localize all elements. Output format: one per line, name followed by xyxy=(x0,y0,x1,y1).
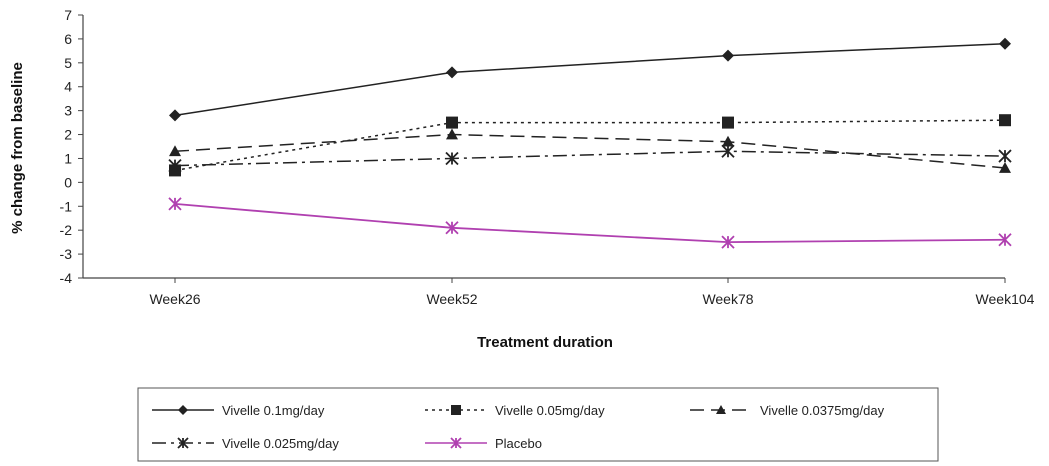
data-point xyxy=(445,151,459,166)
legend-item: Placebo xyxy=(425,436,542,451)
data-point xyxy=(446,116,458,129)
data-point xyxy=(169,145,181,157)
series-0 xyxy=(169,37,1011,122)
legend: Vivelle 0.1mg/day Vivelle 0.05mg/day Vivel… xyxy=(137,387,939,462)
x-tick-label: Week78 xyxy=(702,291,753,307)
legend-box xyxy=(137,387,939,462)
data-point xyxy=(178,405,188,415)
y-tick-label: -1 xyxy=(60,198,73,214)
series-layer xyxy=(168,37,1012,249)
x-axis-ticks: Week26 Week52 Week78 Week104 xyxy=(149,278,1035,307)
y-tick-label: 2 xyxy=(64,127,72,143)
y-tick-label: 6 xyxy=(64,31,72,47)
series-line xyxy=(174,133,1006,169)
legend-label: Vivelle 0.05mg/day xyxy=(495,403,605,418)
y-tick-label: -2 xyxy=(60,222,73,238)
data-point xyxy=(999,162,1011,173)
legend-item: Vivelle 0.025mg/day xyxy=(152,436,339,451)
y-axis-title: % change from baseline xyxy=(9,62,26,234)
legend-label: Placebo xyxy=(495,436,542,451)
data-point xyxy=(999,114,1011,127)
series-line xyxy=(174,42,1006,117)
series-2 xyxy=(169,128,1011,173)
data-point xyxy=(168,197,182,211)
data-point xyxy=(446,66,458,79)
y-tick-label: 7 xyxy=(64,7,72,23)
x-tick-label: Week52 xyxy=(426,291,477,307)
y-tick-label: 5 xyxy=(64,55,72,71)
legend-label: Vivelle 0.025mg/day xyxy=(222,436,339,451)
data-point xyxy=(722,49,734,62)
y-tick-label: 0 xyxy=(64,174,72,190)
legend-items: Vivelle 0.1mg/day Vivelle 0.05mg/day Vivel… xyxy=(152,403,885,451)
y-tick-label: -3 xyxy=(60,246,73,262)
data-point xyxy=(721,144,735,158)
series-4 xyxy=(168,197,1012,249)
series-line xyxy=(174,119,1006,172)
series-line xyxy=(174,150,1006,167)
y-axis-ticks: -4 -3 -2 -1 0 1 2 3 4 5 6 7 xyxy=(60,7,83,286)
data-point xyxy=(168,158,182,173)
legend-label: Vivelle 0.1mg/day xyxy=(222,403,325,418)
data-point xyxy=(716,405,726,414)
data-point xyxy=(445,221,459,235)
data-point xyxy=(998,149,1012,163)
data-point xyxy=(450,437,462,449)
legend-item: Vivelle 0.05mg/day xyxy=(425,403,605,418)
x-axis-title: Treatment duration xyxy=(477,334,613,351)
data-point xyxy=(999,37,1011,50)
data-point xyxy=(446,128,458,140)
x-tick-label: Week26 xyxy=(149,291,200,307)
series-1 xyxy=(169,114,1011,177)
data-point xyxy=(722,116,734,129)
series-line xyxy=(174,202,1006,244)
legend-item: Vivelle 0.1mg/day xyxy=(152,403,325,418)
data-point xyxy=(177,437,189,449)
legend-label: Vivelle 0.0375mg/day xyxy=(760,403,885,418)
data-point xyxy=(169,109,181,122)
y-tick-label: 1 xyxy=(64,150,72,166)
data-point xyxy=(722,135,734,147)
series-3 xyxy=(168,144,1012,173)
y-tick-label: -4 xyxy=(60,270,73,286)
y-tick-label: 3 xyxy=(64,103,72,119)
data-point xyxy=(721,235,735,249)
legend-item: Vivelle 0.0375mg/day xyxy=(690,403,885,418)
x-tick-label: Week104 xyxy=(976,291,1035,307)
data-point xyxy=(451,405,461,415)
data-point xyxy=(998,233,1012,247)
y-tick-label: 4 xyxy=(64,79,72,95)
